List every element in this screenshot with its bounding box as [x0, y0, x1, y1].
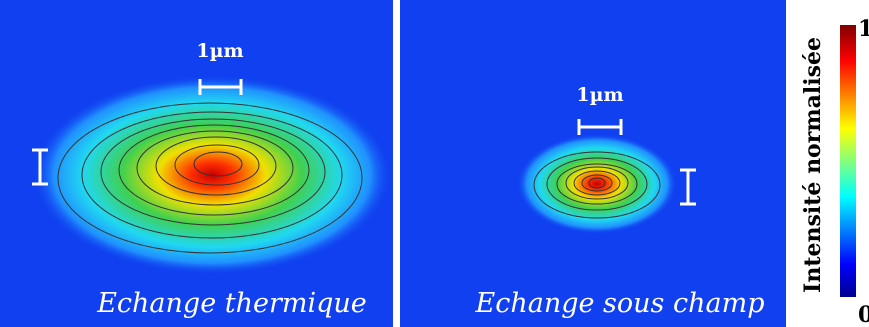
scale-bars [577, 119, 696, 206]
intensity-map [32, 75, 392, 275]
colorbar-min: 0 [858, 302, 869, 327]
panel-right: 1µm Echange sous champ [400, 0, 786, 327]
colorbar-max: 1 [858, 16, 869, 42]
contours [533, 151, 661, 219]
scale-label: 1µm [196, 40, 243, 62]
panel-left: 1µm Echange thermique [0, 0, 393, 327]
contours [57, 102, 363, 254]
colorbar: Intensité normalisée 1 0 [800, 16, 869, 327]
panel-label: Echange sous champ [475, 288, 765, 319]
panel-label: Echange thermique [96, 288, 367, 319]
colorbar-title: Intensité normalisée [800, 37, 826, 293]
intensity-map [517, 134, 677, 234]
scale-bars [32, 79, 243, 186]
scale-label: 1µm [576, 84, 623, 106]
colorbar-scale [840, 25, 856, 297]
